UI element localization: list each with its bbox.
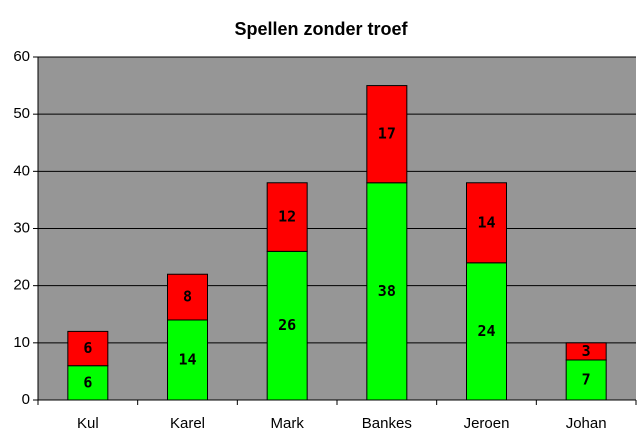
y-tick-label: 40	[13, 162, 30, 179]
bar-segment	[266, 250, 308, 401]
bar-segment	[366, 182, 408, 401]
value-label: 6	[83, 373, 92, 391]
bar-segment	[565, 359, 607, 401]
value-label: 3	[582, 342, 591, 360]
value-label: 8	[183, 288, 192, 306]
bar-segment	[67, 365, 109, 401]
x-tick-label: Jeroen	[464, 415, 510, 432]
x-tick-label: Bankes	[362, 415, 412, 432]
y-tick-label: 10	[13, 334, 30, 351]
y-tick-label: 30	[13, 219, 30, 236]
x-tick-label: Kul	[77, 415, 99, 432]
x-tick-label: Karel	[170, 415, 205, 432]
value-label: 12	[278, 208, 296, 226]
bar-segment	[266, 182, 308, 252]
value-label: 38	[378, 282, 396, 300]
x-tick-label: Johan	[566, 415, 607, 432]
bar-segment	[167, 273, 208, 321]
value-label: 7	[582, 370, 591, 388]
value-label: 14	[477, 213, 495, 231]
bar-segment	[167, 319, 208, 401]
bar-segment	[565, 342, 607, 361]
y-tick-label: 50	[13, 105, 30, 122]
y-tick-label: 60	[13, 48, 30, 65]
value-label: 26	[278, 316, 296, 334]
y-tick-label: 0	[22, 391, 30, 408]
bar-segment	[466, 262, 507, 401]
chart-title: Spellen zonder troef	[234, 19, 408, 39]
x-tick-label: Mark	[270, 415, 304, 432]
value-label: 6	[83, 339, 92, 357]
value-label: 24	[477, 322, 495, 340]
bar-segment	[67, 330, 109, 367]
bar-segment	[366, 85, 408, 184]
value-label: 14	[178, 350, 196, 368]
y-tick-label: 20	[13, 277, 30, 294]
bar-segment	[466, 182, 507, 264]
value-label: 17	[378, 125, 396, 143]
